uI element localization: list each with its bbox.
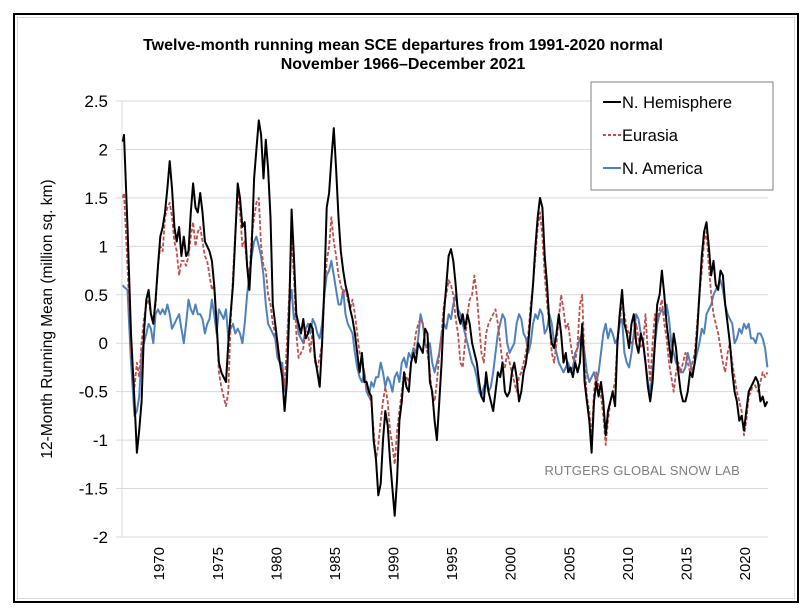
- x-tick-label: 2005: [561, 547, 578, 580]
- y-tick-label: 0: [99, 334, 108, 353]
- y-tick-label: 0.5: [84, 286, 108, 305]
- y-tick-label: -1.5: [79, 480, 108, 499]
- chart-subtitle: November 1966–December 2021: [280, 56, 526, 73]
- x-tick-label: 1990: [386, 547, 403, 580]
- chart-title: Twelve-month running mean SCE departures…: [143, 37, 663, 54]
- legend: N. Hemisphere Eurasia N. America: [590, 81, 774, 191]
- x-tick-label: 1995: [444, 547, 461, 580]
- series-line-n-hemisphere: [121, 119, 769, 517]
- series-line-n-america: [121, 235, 769, 417]
- y-tick-label: 2: [99, 140, 108, 159]
- legend-label: N. Hemisphere: [622, 94, 732, 112]
- y-tick-label: -2: [93, 528, 108, 547]
- x-tick-label: 1970: [151, 547, 168, 580]
- legend-box: [590, 81, 774, 191]
- y-tick-label: 2.5: [84, 92, 108, 111]
- chart-inner-border: [17, 17, 795, 599]
- x-tick-label: 2020: [737, 547, 754, 580]
- y-tick-label: -0.5: [79, 383, 108, 402]
- y-axis-title: 12-Month Running Mean (million sq. km): [39, 179, 56, 458]
- x-tick-label: 1980: [268, 547, 285, 580]
- x-tick-label: 2015: [679, 547, 696, 580]
- y-tick-label: 1.5: [84, 189, 108, 208]
- x-tick-label: 1985: [327, 547, 344, 580]
- series-group: [121, 119, 769, 517]
- y-axis-ticks: 2.5 2 1.5 1 0.5 0 -0.5 -1 -1.5 -2: [79, 92, 108, 547]
- credit-annotation: RUTGERS GLOBAL SNOW LAB: [544, 463, 740, 478]
- x-axis-ticks: 1970 1975 1980 1985 1990 1995 2000 2005 2010 2015…: [151, 547, 754, 580]
- y-tick-label: 1: [99, 237, 108, 256]
- x-tick-label: 1975: [210, 547, 227, 580]
- x-tick-label: 2000: [503, 547, 520, 580]
- legend-label: Eurasia: [622, 127, 679, 145]
- x-tick-label: 2010: [620, 547, 637, 580]
- y-tick-label: -1: [93, 431, 108, 450]
- legend-label: N. America: [622, 160, 704, 178]
